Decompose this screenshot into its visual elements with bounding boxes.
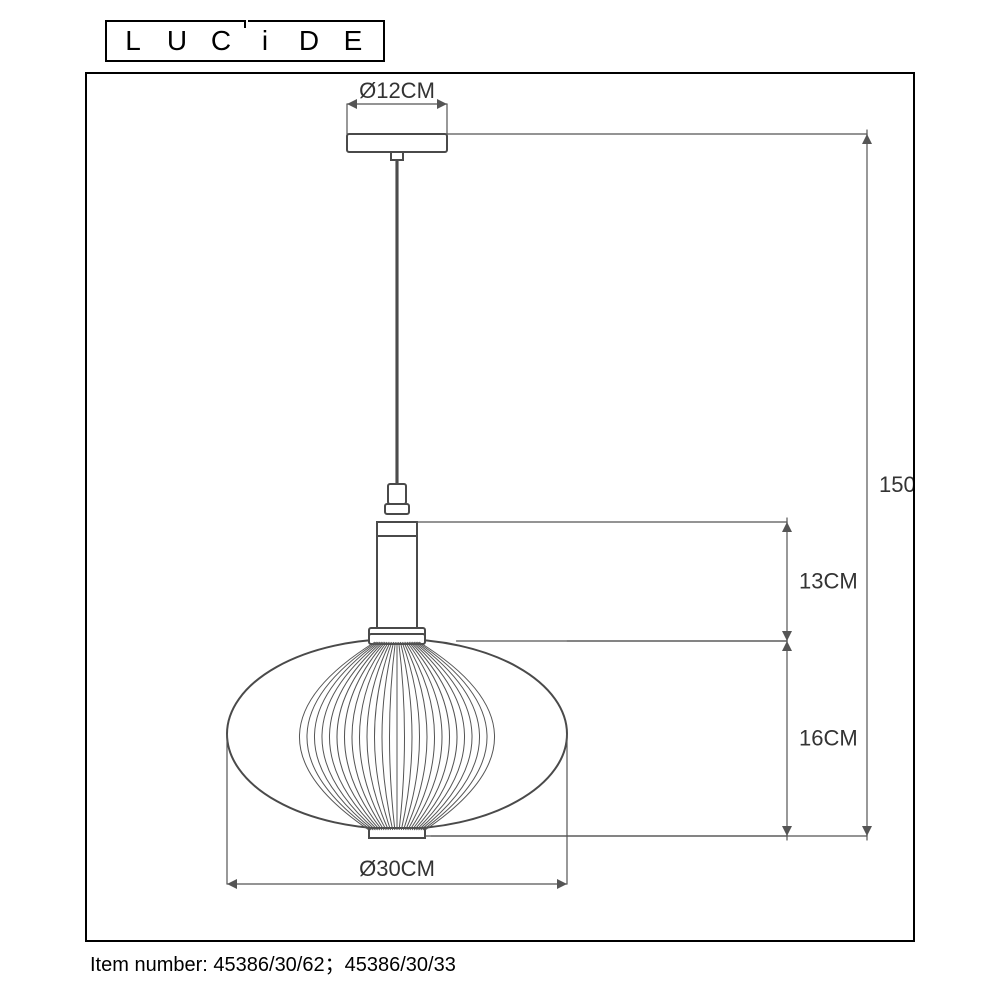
technical-drawing: Ø12CM Ø30CM 13CM 16CM 150CM — [87, 74, 913, 940]
item-number-line: Item number: 45386/30/62；45386/30/33 — [90, 948, 456, 977]
item-number-label: Item number: — [90, 954, 208, 976]
page: L U C I D E Ø12CM Ø30CM 13CM 16CM 150CM Item… — [0, 0, 1000, 1000]
logo-letter: L — [121, 25, 149, 57]
svg-text:13CM: 13CM — [799, 569, 858, 594]
drawing-frame: Ø12CM Ø30CM 13CM 16CM 150CM — [85, 72, 915, 942]
logo-letter: D — [297, 25, 325, 57]
logo-letter: I — [253, 25, 281, 57]
logo-letter: U — [165, 25, 193, 57]
brand-logo: L U C I D E — [105, 20, 385, 62]
svg-text:150CM: 150CM — [879, 472, 913, 497]
item-number-codes: 45386/30/62；45386/30/33 — [213, 954, 455, 976]
svg-text:Ø30CM: Ø30CM — [359, 856, 435, 881]
svg-text:Ø12CM: Ø12CM — [359, 78, 435, 103]
svg-text:16CM: 16CM — [799, 726, 858, 751]
logo-letter: C — [209, 25, 237, 57]
logo-letter: E — [341, 25, 369, 57]
